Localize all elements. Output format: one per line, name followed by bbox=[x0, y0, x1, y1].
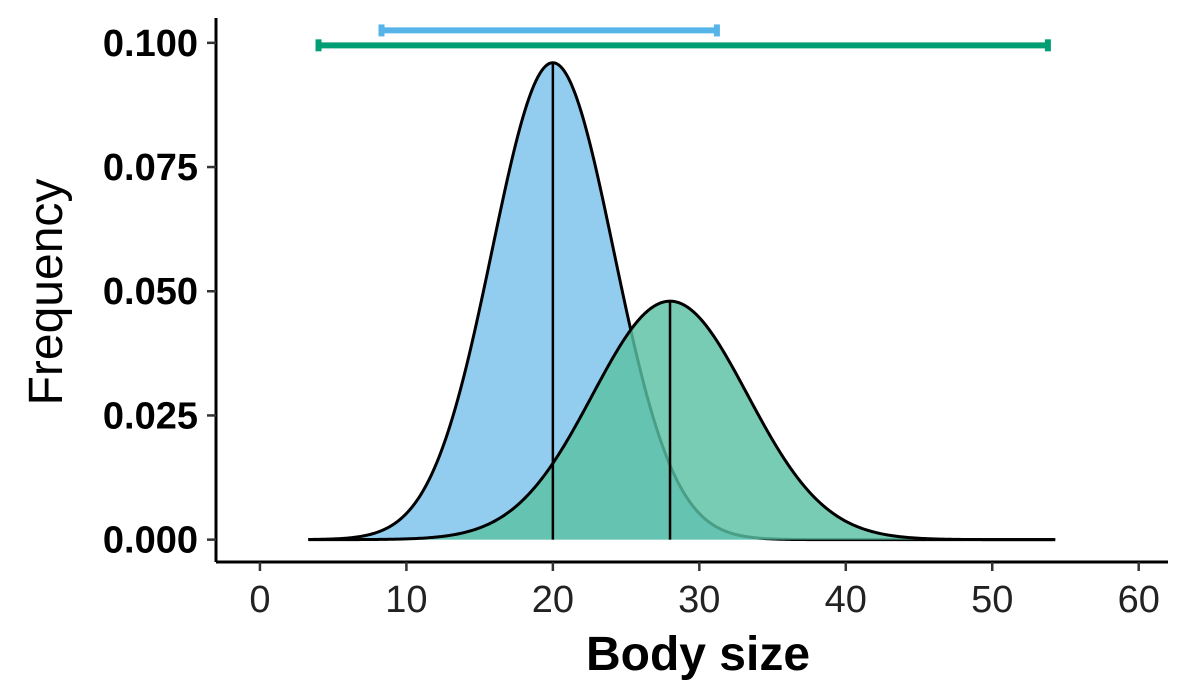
y-tick-label: 0.050 bbox=[103, 271, 198, 313]
y-axis-label: Frequency bbox=[20, 179, 73, 406]
range-bars bbox=[315, 24, 1051, 52]
x-tick-labels: 0 10 20 30 40 50 60 bbox=[249, 579, 1159, 621]
y-tick-label: 0.000 bbox=[103, 520, 198, 562]
x-axis-label: Body size bbox=[586, 628, 810, 681]
y-tick-label: 0.100 bbox=[103, 23, 198, 65]
x-tick-label: 50 bbox=[971, 579, 1013, 621]
density-area-2 bbox=[308, 301, 1056, 540]
y-tick-label: 0.025 bbox=[103, 395, 198, 437]
density-area-1 bbox=[308, 62, 1056, 540]
x-tick-label: 10 bbox=[385, 579, 427, 621]
x-tick-label: 0 bbox=[249, 579, 270, 621]
y-tick-labels: 0.000 0.025 0.050 0.075 0.100 bbox=[103, 23, 198, 562]
x-tick-label: 40 bbox=[825, 579, 867, 621]
mean-lines bbox=[551, 62, 672, 540]
x-tick-label: 20 bbox=[532, 579, 574, 621]
x-tick-label: 30 bbox=[678, 579, 720, 621]
y-tick-label: 0.075 bbox=[103, 147, 198, 189]
axes bbox=[207, 18, 1168, 571]
x-tick-label: 60 bbox=[1118, 579, 1160, 621]
density-areas bbox=[308, 61, 1056, 542]
density-curve-2 bbox=[308, 299, 1056, 542]
